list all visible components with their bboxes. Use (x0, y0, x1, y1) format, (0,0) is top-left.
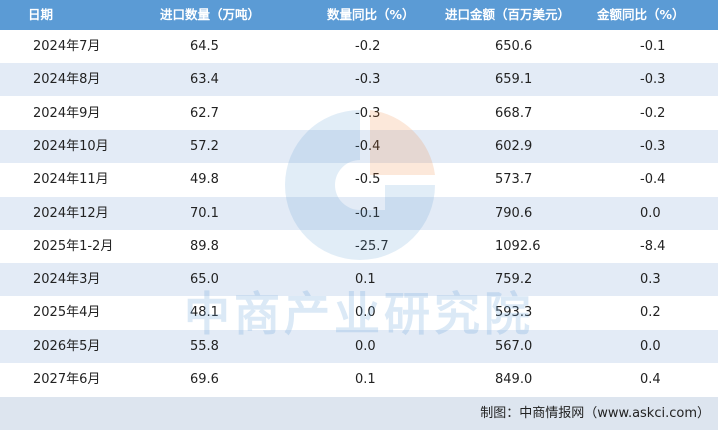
table-row: 2024年10月 57.2 -0.4 602.9 -0.3 (0, 129, 718, 163)
value-cell: -8.4 (640, 238, 666, 254)
value-cell: 49.8 (190, 172, 219, 188)
footer: 制图：中商情报网（www.askci.com） (0, 397, 718, 430)
date-cell: 2024年12月 (33, 205, 109, 221)
header-cell: 日期 (28, 7, 54, 22)
value-cell: -0.2 (640, 105, 666, 121)
table-row: 2026年5月 55.8 0.0 567.0 0.0 (0, 329, 718, 363)
table-row: 2025年1-2月 89.8 -25.7 1092.6 -8.4 (0, 230, 718, 263)
value-cell: 0.4 (640, 372, 661, 387)
table-row: 2024年3月 65.0 0.1 759.2 0.3 (0, 263, 718, 297)
value-cell: 65.0 (190, 272, 219, 288)
source-note: 制图：中商情报网（www.askci.com） (480, 406, 710, 421)
value-cell: -0.1 (355, 205, 381, 221)
value-cell: 659.1 (495, 72, 533, 88)
value-cell: -0.3 (640, 72, 666, 88)
value-cell: 0.1 (355, 372, 376, 387)
value-cell: 0.2 (640, 305, 661, 321)
value-cell: -0.4 (640, 172, 666, 188)
header-cell: 进口金额（百万美元） (445, 7, 571, 22)
date-cell: 2024年3月 (33, 272, 101, 288)
date-cell: 2024年8月 (33, 72, 101, 88)
value-cell: 0.3 (640, 272, 661, 288)
value-cell: -0.4 (355, 138, 381, 154)
value-cell: 57.2 (190, 138, 219, 154)
value-cell: 790.6 (495, 205, 533, 221)
date-cell: 2025年1-2月 (33, 238, 114, 254)
value-cell: 668.7 (495, 105, 533, 121)
value-cell: 0.1 (355, 272, 376, 288)
value-cell: 0.0 (355, 338, 376, 354)
value-cell: 593.3 (495, 305, 533, 321)
date-cell: 2025年4月 (33, 305, 101, 321)
date-cell: 2024年10月 (33, 138, 109, 154)
value-cell: -0.2 (355, 39, 381, 54)
table-row: 2027年6月 69.6 0.1 849.0 0.4 (0, 363, 718, 396)
value-cell: 602.9 (495, 138, 533, 154)
value-cell: 0.0 (640, 338, 661, 354)
table-row: 2025年4月 48.1 0.0 593.3 0.2 (0, 296, 718, 329)
value-cell: 55.8 (190, 338, 219, 354)
value-cell: -0.3 (640, 138, 666, 154)
value-cell: 0.0 (640, 205, 661, 221)
value-cell: -25.7 (355, 238, 389, 254)
header-row: 日期 进口数量（万吨） 数量同比（%） 进口金额（百万美元） 金额同比（%） (0, 0, 718, 30)
value-cell: 849.0 (495, 372, 533, 387)
value-cell: 759.2 (495, 272, 533, 288)
value-cell: 63.4 (190, 72, 219, 88)
value-cell: 0.0 (355, 305, 376, 321)
header-cell: 数量同比（%） (327, 7, 415, 22)
header-cell: 进口数量（万吨） (160, 7, 261, 22)
value-cell: -0.3 (355, 105, 381, 121)
value-cell: -0.1 (640, 39, 666, 54)
value-cell: 69.6 (190, 372, 219, 387)
value-cell: 48.1 (190, 305, 219, 321)
date-cell: 2024年7月 (33, 39, 101, 54)
table-row: 2024年11月 49.8 -0.5 573.7 -0.4 (0, 163, 718, 196)
value-cell: 567.0 (495, 338, 533, 354)
value-cell: 573.7 (495, 172, 533, 188)
value-cell: 64.5 (190, 39, 219, 54)
header-cell: 金额同比（%） (597, 7, 685, 22)
value-cell: -0.3 (355, 72, 381, 88)
value-cell: 70.1 (190, 205, 219, 221)
value-cell: -0.5 (355, 172, 381, 188)
table-row: 2024年12月 70.1 -0.1 790.6 0.0 (0, 196, 718, 230)
value-cell: 89.8 (190, 238, 219, 254)
table-row: 2024年7月 64.5 -0.2 650.6 -0.1 (0, 30, 718, 63)
value-cell: 62.7 (190, 105, 219, 121)
date-cell: 2024年11月 (33, 172, 109, 188)
date-cell: 2026年5月 (33, 338, 101, 354)
value-cell: 1092.6 (495, 238, 541, 254)
date-cell: 2024年9月 (33, 105, 101, 121)
table-row: 2024年8月 63.4 -0.3 659.1 -0.3 (0, 63, 718, 97)
table-row: 2024年9月 62.7 -0.3 668.7 -0.2 (0, 97, 718, 130)
value-cell: 650.6 (495, 39, 533, 54)
date-cell: 2027年6月 (33, 372, 101, 387)
